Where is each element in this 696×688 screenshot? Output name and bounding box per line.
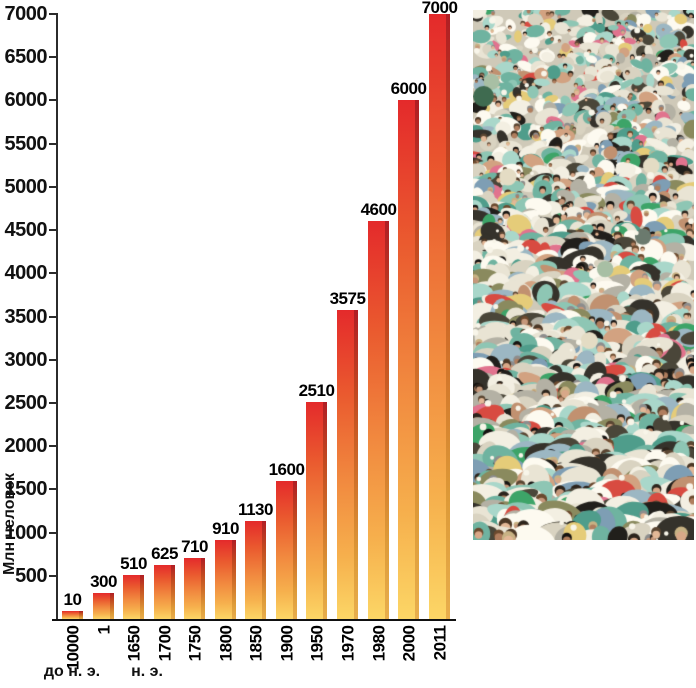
y-tick-mark bbox=[49, 143, 58, 145]
y-tick-label: 3000 bbox=[4, 349, 48, 371]
bar-value-label: 1130 bbox=[238, 500, 273, 519]
x-axis-line bbox=[52, 619, 456, 621]
bar bbox=[337, 310, 358, 619]
x-tick-label: 1950 bbox=[307, 625, 326, 662]
bar-side-shadow bbox=[354, 310, 358, 619]
bar-value-label: 510 bbox=[120, 554, 147, 573]
bar bbox=[276, 481, 297, 619]
y-tick-mark bbox=[49, 359, 58, 361]
era-label-bc: до н. э. bbox=[43, 663, 101, 680]
bar bbox=[154, 565, 175, 619]
y-tick-mark bbox=[49, 229, 58, 231]
bar-value-label: 10 bbox=[63, 590, 82, 609]
y-tick-label: 2500 bbox=[4, 392, 48, 414]
x-tick-label: 2011 bbox=[430, 625, 449, 661]
y-tick-label: 4500 bbox=[4, 219, 48, 241]
y-tick-label: 5000 bbox=[4, 176, 48, 198]
bar-side-shadow bbox=[262, 521, 266, 619]
bar bbox=[398, 100, 419, 619]
bar-value-label: 7000 bbox=[421, 0, 458, 17]
crowd-photo bbox=[473, 10, 694, 540]
bar-value-label: 1600 bbox=[268, 460, 305, 479]
bar-side-shadow bbox=[385, 221, 389, 619]
y-tick-label: 7000 bbox=[4, 3, 48, 25]
bar bbox=[215, 540, 236, 619]
x-tick-label: 2000 bbox=[399, 625, 418, 662]
bar bbox=[245, 521, 266, 619]
bar-side-shadow bbox=[140, 575, 144, 619]
bar-side-shadow bbox=[232, 540, 236, 619]
y-tick-mark bbox=[49, 272, 58, 274]
bar bbox=[123, 575, 144, 619]
bar-value-label: 910 bbox=[212, 519, 239, 538]
x-tick-label: 1900 bbox=[277, 625, 296, 662]
bar-value-label: 2510 bbox=[298, 381, 335, 400]
x-tick-label: 1970 bbox=[338, 625, 357, 662]
y-tick-label: 500 bbox=[15, 565, 47, 587]
y-tick-mark bbox=[49, 99, 58, 101]
bar bbox=[368, 221, 389, 619]
x-tick-label: 1980 bbox=[369, 625, 388, 662]
y-tick-mark bbox=[49, 488, 58, 490]
bar-value-label: 4600 bbox=[360, 200, 397, 219]
bar-side-shadow bbox=[293, 481, 297, 619]
bar-value-label: 6000 bbox=[390, 79, 427, 98]
y-tick-label: 4000 bbox=[4, 262, 48, 284]
y-tick-label: 6000 bbox=[4, 89, 48, 111]
y-tick-mark bbox=[49, 13, 58, 15]
y-tick-mark bbox=[49, 532, 58, 534]
bar-side-shadow bbox=[110, 593, 114, 619]
bar bbox=[184, 558, 205, 619]
y-tick-label: 6500 bbox=[4, 46, 48, 68]
y-tick-mark bbox=[49, 186, 58, 188]
bar-side-shadow bbox=[446, 14, 450, 619]
bar-side-shadow bbox=[415, 100, 419, 619]
y-tick-mark bbox=[49, 445, 58, 447]
bar bbox=[306, 402, 327, 619]
y-tick-label: 2000 bbox=[4, 435, 48, 457]
y-tick-label: 1000 bbox=[4, 522, 48, 544]
y-tick-mark bbox=[49, 575, 58, 577]
x-tick-label: 1850 bbox=[246, 625, 265, 662]
y-tick-mark bbox=[49, 316, 58, 318]
era-label-ad: н. э. bbox=[131, 663, 163, 680]
bar bbox=[62, 611, 83, 619]
y-tick-mark bbox=[49, 402, 58, 404]
y-tick-label: 5500 bbox=[4, 133, 48, 155]
bar bbox=[93, 593, 114, 619]
bar-side-shadow bbox=[79, 611, 83, 619]
bar-side-shadow bbox=[201, 558, 205, 619]
bar-side-shadow bbox=[171, 565, 175, 619]
bar-value-label: 3575 bbox=[329, 289, 366, 308]
bar-value-label: 300 bbox=[90, 572, 117, 591]
y-tick-label: 3500 bbox=[4, 306, 48, 328]
bar-value-label: 710 bbox=[181, 537, 208, 556]
y-tick-mark bbox=[49, 56, 58, 58]
bar bbox=[429, 14, 450, 619]
bar-side-shadow bbox=[323, 402, 327, 619]
y-tick-label: 1500 bbox=[4, 478, 48, 500]
bar-value-label: 625 bbox=[151, 544, 178, 563]
x-tick-label: 1800 bbox=[216, 625, 235, 662]
